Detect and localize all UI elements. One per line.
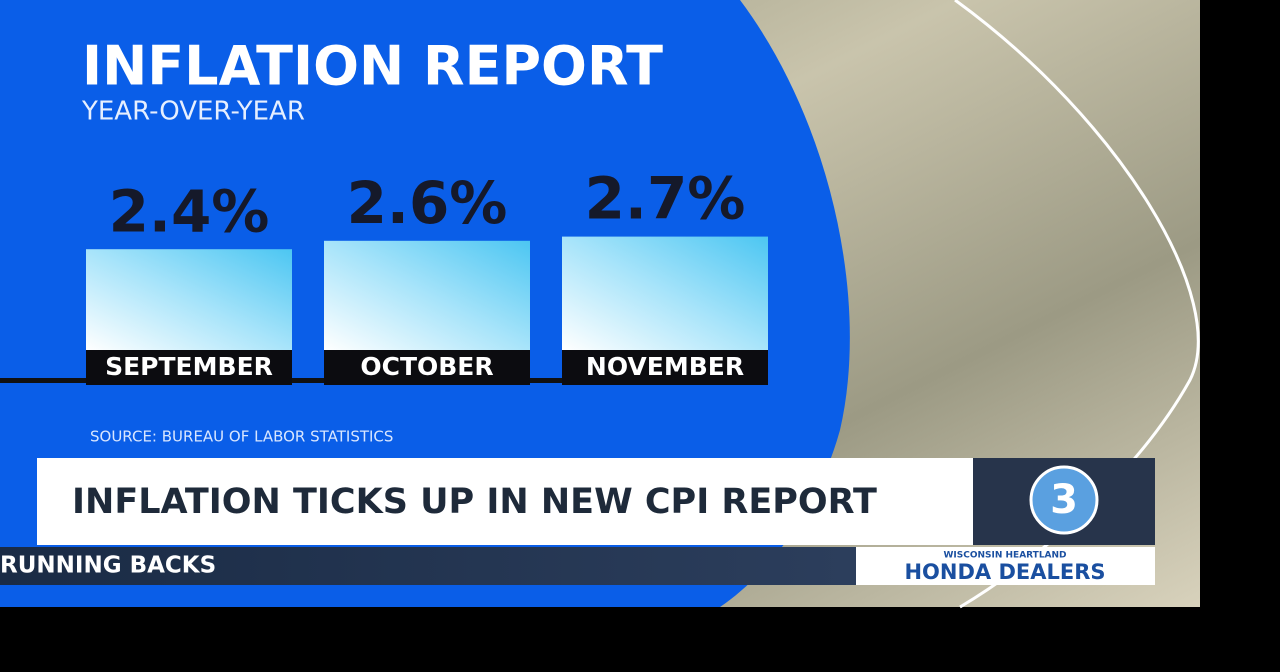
category-box	[562, 350, 768, 385]
sponsor-name: HONDA DEALERS	[904, 560, 1105, 584]
value-label: 2.6%	[347, 169, 508, 237]
ticker: RUNNING BACKS	[0, 553, 216, 579]
logo: 3	[1050, 477, 1078, 523]
bar	[86, 249, 292, 350]
bar-chart: 2.4% SEPTEMBER 2.6% OCTOBER 2.7% NOVEMBER	[0, 165, 768, 385]
category-label: SEPTEMBER	[105, 352, 273, 381]
headline-box	[37, 458, 973, 545]
category-box	[324, 350, 530, 385]
value-label: 2.7%	[585, 165, 746, 233]
sponsor-tagline: WISCONSIN HEARTLAND	[943, 551, 1066, 561]
category-box	[86, 350, 292, 385]
category-label: NOVEMBER	[586, 352, 744, 381]
category-label: OCTOBER	[360, 352, 493, 381]
bar	[324, 240, 530, 350]
logo-circle	[1029, 465, 1099, 535]
ticker-bar	[0, 547, 856, 585]
sponsor-box	[856, 547, 1155, 585]
headline: INFLATION TICKS UP IN NEW CPI REPORT	[72, 482, 877, 522]
chart-subtitle: YEAR-OVER-YEAR	[81, 97, 305, 127]
value-label: 2.4%	[109, 177, 270, 245]
chart-title: INFLATION REPORT	[82, 35, 663, 98]
source-note: SOURCE: BUREAU OF LABOR STATISTICS	[90, 428, 393, 446]
bar	[562, 236, 768, 350]
